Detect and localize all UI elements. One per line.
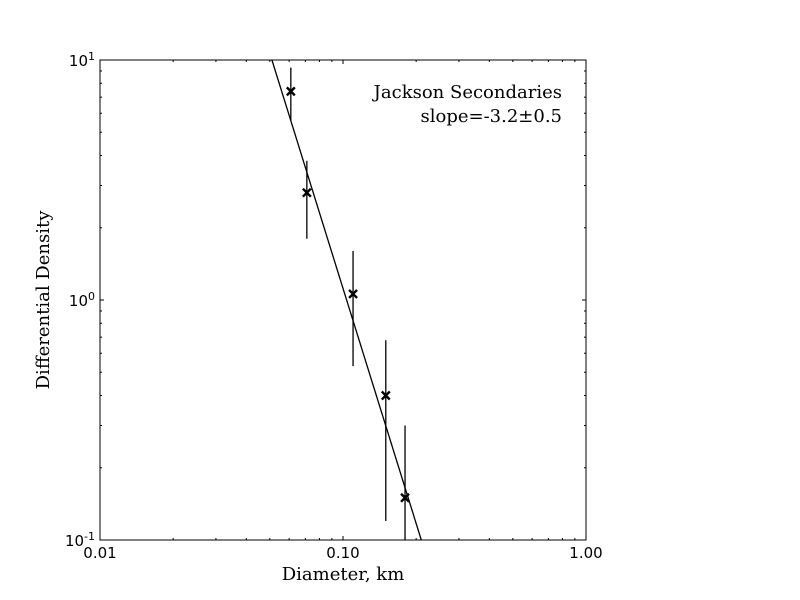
x-axis-label: Diameter, km [282, 564, 405, 585]
annotation-line-2: slope=-3.2±0.5 [420, 106, 562, 127]
axes-frame [99, 59, 587, 541]
marker-stroke [348, 289, 358, 299]
ticks [99, 60, 586, 541]
x-tick-label: 0.01 [83, 544, 116, 562]
x-tick-label: 0.10 [326, 544, 359, 562]
data-point [348, 289, 358, 299]
y-tick-label: 10-1 [65, 530, 95, 550]
y-tick-label: 100 [69, 290, 95, 310]
data-layer [271, 60, 422, 540]
annotation-line-1: Jackson Secondaries [372, 82, 562, 103]
data-point [400, 492, 410, 503]
data-point [380, 390, 391, 401]
y-axis-label: Differential Density [33, 210, 54, 390]
fit-line [271, 60, 422, 540]
tick-labels: 0.01 0.10 1.00 10-1 100 101 [65, 50, 603, 562]
y-tick-label: 101 [69, 50, 95, 70]
marker-stroke [302, 187, 312, 198]
data-point [302, 187, 312, 198]
marker-stroke [400, 492, 410, 503]
x-tick-label: 1.00 [569, 544, 602, 562]
marker-stroke [285, 86, 296, 97]
data-point [285, 86, 296, 97]
marker-stroke [380, 390, 391, 401]
plot-area [99, 59, 587, 541]
